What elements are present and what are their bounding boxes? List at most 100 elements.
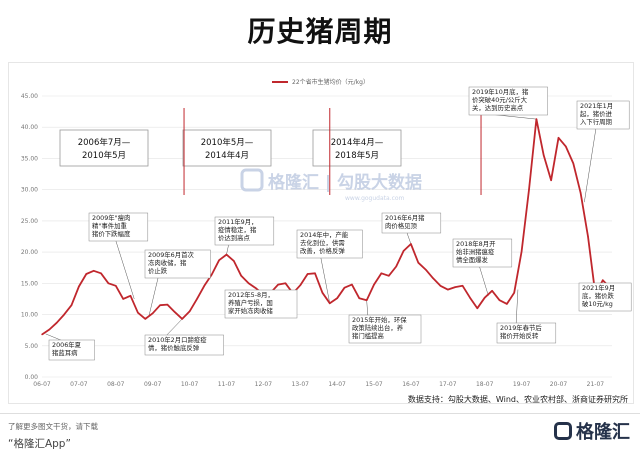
data-point	[211, 273, 213, 276]
data-point	[439, 285, 442, 287]
annotation-label: 2021年1月起，猪价进入下行周期	[580, 101, 613, 126]
x-tick-label: 11-07	[218, 381, 236, 388]
y-tick-label: 40.00	[21, 124, 38, 131]
data-point	[336, 297, 338, 300]
watermark-logo-icon	[240, 168, 264, 192]
annotation-box	[214, 216, 275, 246]
annotation-label: 2009年"瘦肉精"事件加重猪价下跌幅度	[92, 213, 131, 238]
annotation-label: 2019年10月底，猪价突破40元/公斤大关，达到历史高点	[472, 87, 529, 112]
data-point	[380, 272, 383, 275]
y-tick-label: 25.00	[21, 218, 38, 225]
legend-label: 22个省市生猪均价（元/kg）	[292, 78, 369, 86]
series-line	[41, 118, 611, 336]
annotation-label: 2012年5-8月，养殖户亏损，国家开始冻肉收储	[228, 290, 274, 315]
brand-mark-icon	[554, 422, 572, 440]
data-point	[85, 273, 87, 275]
annotation-pointer	[584, 127, 597, 203]
cycle-box	[312, 129, 402, 167]
data-point	[447, 288, 449, 291]
watermark-url: www.gogudata.com	[345, 195, 405, 202]
y-tick-label: 20.00	[21, 249, 38, 256]
data-point	[587, 235, 589, 238]
data-point	[535, 118, 538, 120]
data-point	[48, 328, 51, 331]
data-point	[92, 270, 95, 272]
data-point	[602, 279, 604, 281]
data-point	[506, 303, 508, 305]
data-point	[417, 262, 420, 264]
x-tick-label: 19-07	[513, 381, 531, 388]
data-point	[78, 285, 80, 288]
data-point	[188, 310, 191, 313]
x-tick-label: 12-07	[255, 381, 273, 388]
x-tick-label: 13-07	[292, 381, 310, 388]
data-point	[233, 260, 235, 262]
data-point	[70, 304, 73, 306]
data-point	[402, 250, 405, 252]
data-point	[277, 283, 279, 286]
cycle-box	[59, 129, 149, 167]
chart-frame	[8, 62, 634, 404]
annotation-label: 2014年中，产能去化到位，供需改善，价格反弹	[300, 230, 349, 255]
annotation-label: 2016年6月猪肉价格见顶	[385, 213, 425, 230]
x-tick-label: 15-07	[365, 381, 383, 388]
data-point	[476, 307, 479, 310]
annotation-label: 2009年6月首次冻肉收储，猪价止跌	[148, 250, 195, 275]
data-point	[365, 299, 368, 301]
data-point	[203, 285, 206, 287]
data-point	[100, 272, 102, 275]
x-tick-label: 10-07	[181, 381, 199, 388]
data-point	[115, 285, 117, 287]
data-point	[579, 192, 582, 194]
y-tick-label: 0.00	[25, 374, 39, 381]
annotation-label: 2019年春节后猪价开始反转	[500, 323, 542, 340]
x-tick-label: 09-07	[144, 381, 162, 388]
data-point	[528, 188, 530, 191]
y-tick-label: 45.00	[21, 93, 38, 100]
annotation-box	[296, 229, 363, 259]
y-tick-label: 5.00	[25, 343, 39, 350]
annotation-box	[576, 100, 630, 130]
data-point	[159, 304, 161, 306]
footer-app-name: “格隆汇App”	[8, 438, 71, 450]
annotation-label: 2011年9月，疫情稳定，猪价达到高点	[218, 217, 258, 242]
data-point	[484, 296, 486, 299]
data-point	[454, 286, 456, 288]
data-point	[557, 137, 560, 139]
data-point	[122, 298, 124, 300]
brand-logo-text: 格隆汇	[576, 422, 630, 443]
x-tick-label: 16-07	[402, 381, 420, 388]
data-point	[358, 297, 360, 300]
x-tick-label: 17-07	[439, 381, 457, 388]
annotation-box	[88, 212, 149, 242]
data-point	[41, 333, 43, 336]
data-point	[343, 287, 346, 289]
x-tick-label: 08-07	[107, 381, 125, 388]
footer-note: 了解更多图文干货，请下载	[8, 422, 98, 431]
annotation-label: 2010年2月口蹄疫疫情，猪价触底反弹	[148, 335, 207, 352]
data-point	[565, 145, 567, 148]
cycle-label: 2014年4月— 2018年5月	[331, 137, 384, 161]
data-source: 数据支持：勾股大数据、Wind、农业农村部、浙商证券研究所	[407, 395, 628, 404]
annotation-box	[224, 289, 298, 319]
data-point	[151, 312, 154, 315]
annotation-label: 2018年8月开始非洲猪瘟疫情全面爆发	[456, 239, 496, 264]
brand-logo: 格隆汇	[554, 418, 630, 444]
data-point	[63, 313, 65, 316]
data-point	[491, 290, 493, 292]
data-point	[255, 287, 257, 290]
data-point	[284, 282, 287, 285]
x-tick-label: 07-07	[70, 381, 88, 388]
data-point	[395, 265, 397, 268]
data-point	[218, 259, 220, 261]
data-point	[240, 275, 242, 277]
data-point	[321, 292, 324, 294]
annotation-box	[144, 249, 211, 279]
data-point	[107, 282, 110, 285]
cycle-label: 2006年7月— 2010年5月	[78, 137, 131, 161]
annotation-label: 2015年开始，环保政策陆续出台，养猪门槛提高	[352, 315, 407, 340]
annotation-label: 2006年夏猪蓝耳病	[52, 340, 82, 357]
y-tick-label: 35.00	[21, 155, 38, 162]
data-point	[388, 275, 390, 277]
